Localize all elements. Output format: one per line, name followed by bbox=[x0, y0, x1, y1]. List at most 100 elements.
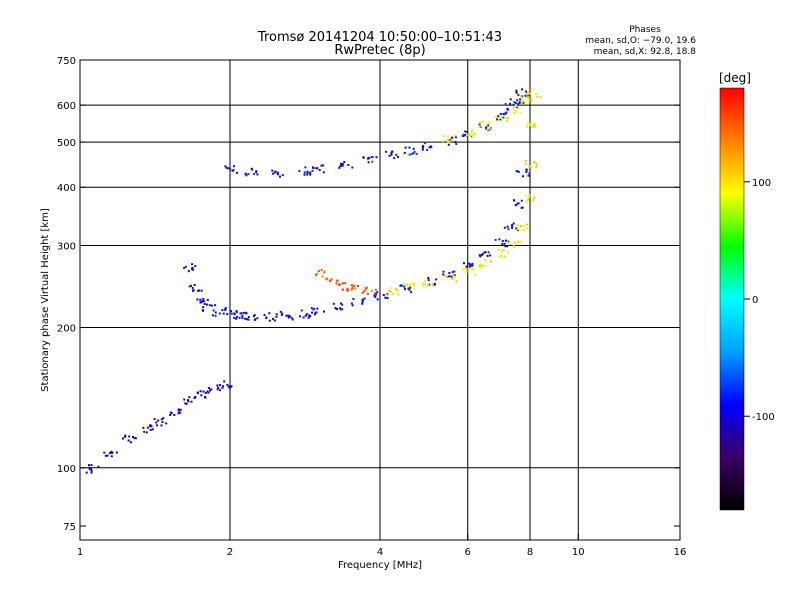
data-point bbox=[311, 311, 313, 314]
data-point bbox=[452, 273, 455, 276]
data-point bbox=[341, 282, 344, 285]
data-point bbox=[223, 380, 226, 383]
data-point bbox=[203, 303, 206, 305]
data-point bbox=[214, 311, 217, 314]
data-point bbox=[390, 153, 393, 156]
data-point bbox=[489, 254, 492, 257]
data-point bbox=[191, 267, 193, 270]
data-point bbox=[502, 249, 505, 252]
data-point bbox=[520, 99, 523, 102]
data-point bbox=[184, 402, 187, 405]
data-point bbox=[203, 300, 205, 303]
data-point bbox=[463, 131, 466, 134]
data-point bbox=[201, 300, 204, 303]
data-point bbox=[525, 90, 528, 93]
data-point bbox=[499, 118, 502, 121]
data-point bbox=[343, 161, 346, 163]
data-point bbox=[202, 298, 205, 300]
data-point bbox=[185, 402, 188, 405]
data-point bbox=[127, 439, 130, 442]
data-point bbox=[306, 170, 309, 173]
data-point bbox=[208, 387, 210, 390]
data-point bbox=[323, 270, 326, 273]
data-point bbox=[478, 125, 481, 128]
data-point bbox=[451, 271, 454, 274]
data-point bbox=[206, 390, 209, 393]
data-point bbox=[122, 437, 124, 440]
data-point bbox=[151, 428, 154, 431]
data-points bbox=[85, 88, 542, 474]
data-point bbox=[389, 287, 392, 290]
data-point bbox=[516, 99, 519, 102]
data-point bbox=[263, 313, 266, 316]
data-point bbox=[177, 412, 180, 415]
data-point bbox=[529, 165, 532, 168]
data-point bbox=[408, 146, 411, 149]
data-point bbox=[442, 140, 445, 143]
data-point bbox=[520, 225, 522, 228]
data-point bbox=[227, 385, 230, 388]
data-point bbox=[517, 224, 520, 227]
series-o-mode-E-region bbox=[85, 380, 233, 474]
data-point bbox=[445, 275, 448, 278]
data-point bbox=[229, 168, 232, 171]
data-point bbox=[413, 150, 416, 153]
data-point bbox=[515, 89, 518, 92]
stats-line-o: mean, sd,O: −79.0, 19.6 bbox=[585, 36, 696, 46]
data-point bbox=[253, 318, 256, 321]
data-point bbox=[218, 312, 221, 315]
data-point bbox=[353, 284, 356, 287]
data-point bbox=[527, 91, 530, 94]
data-point bbox=[184, 265, 187, 268]
data-point bbox=[347, 164, 350, 166]
data-point bbox=[309, 171, 312, 174]
data-point bbox=[346, 287, 349, 290]
data-point bbox=[453, 276, 456, 279]
data-point bbox=[524, 94, 527, 97]
data-point bbox=[516, 202, 519, 205]
data-point bbox=[309, 173, 312, 176]
data-point bbox=[450, 278, 453, 281]
data-point bbox=[90, 464, 93, 467]
data-point bbox=[528, 194, 531, 197]
x-tick-label: 8 bbox=[527, 547, 533, 558]
data-point bbox=[421, 148, 424, 151]
data-point bbox=[216, 388, 219, 391]
data-point bbox=[480, 253, 483, 256]
data-point bbox=[316, 167, 319, 170]
x-axis-label: Frequency [MHz] bbox=[338, 560, 422, 571]
data-point bbox=[494, 238, 497, 241]
data-point bbox=[318, 169, 321, 171]
data-point bbox=[321, 275, 324, 278]
data-point bbox=[173, 414, 176, 416]
data-point bbox=[506, 225, 509, 228]
data-point bbox=[153, 418, 156, 421]
data-point bbox=[388, 154, 391, 157]
data-point bbox=[465, 131, 468, 133]
data-point bbox=[194, 396, 197, 399]
data-point bbox=[422, 285, 425, 288]
data-point bbox=[313, 307, 316, 310]
data-point bbox=[190, 400, 193, 403]
data-point bbox=[507, 117, 510, 119]
data-point bbox=[502, 113, 505, 115]
data-point bbox=[322, 171, 325, 174]
data-point bbox=[268, 319, 271, 322]
x-axis-ticks: 1 2 4 6 8 10 16 bbox=[77, 534, 686, 558]
data-point bbox=[128, 435, 131, 438]
data-point bbox=[370, 290, 373, 292]
data-point bbox=[341, 308, 344, 311]
data-point bbox=[210, 388, 213, 391]
data-point bbox=[224, 307, 227, 310]
data-point bbox=[367, 157, 369, 160]
data-point bbox=[142, 426, 145, 429]
data-point bbox=[424, 280, 427, 282]
data-point bbox=[226, 313, 229, 316]
data-point bbox=[330, 278, 333, 281]
data-point bbox=[471, 128, 474, 131]
data-point bbox=[412, 288, 415, 291]
data-point bbox=[409, 286, 412, 289]
data-point bbox=[384, 296, 387, 299]
data-point bbox=[450, 275, 453, 278]
data-point bbox=[511, 223, 514, 226]
